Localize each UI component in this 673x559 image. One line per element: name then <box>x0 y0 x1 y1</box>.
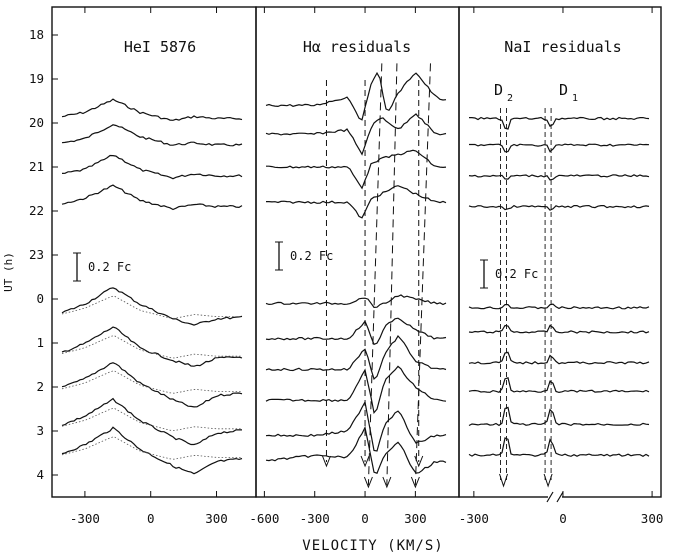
drift-guide-line <box>367 63 383 486</box>
ut-tick-label: 1 <box>36 335 44 350</box>
scale-bar-label: 0.2 Fc <box>495 267 538 281</box>
spectrum-trace <box>61 326 243 367</box>
x-axis-label: VELOCITY (KM/S) <box>302 538 443 554</box>
scale-bar-label: 0.2 Fc <box>290 249 333 263</box>
velocity-arrow <box>321 455 331 468</box>
spectrum-trace <box>266 185 447 219</box>
spectrum-trace <box>61 397 243 446</box>
spectrum-trace <box>468 303 650 310</box>
ut-tick-label: 21 <box>29 159 44 174</box>
x-tick-label: 300 <box>404 511 427 526</box>
ut-tick-label: 23 <box>29 247 44 262</box>
ut-tick-label: 20 <box>29 115 44 130</box>
x-tick-label: 0 <box>559 511 567 526</box>
spectrum-trace <box>468 437 650 457</box>
drift-arrow <box>382 476 392 489</box>
line-label-d1-letter: D <box>559 81 568 99</box>
reference-profile <box>61 370 242 394</box>
spectrum-trace <box>265 294 447 309</box>
axis-break-gap <box>548 493 562 501</box>
spectrum-trace <box>61 184 243 211</box>
panel-hei-5876: HeI 5876 -300 0 300 0.2 Fc <box>51 6 257 526</box>
panel-title: Hα residuals <box>303 38 411 56</box>
spectrum-trace <box>61 426 243 475</box>
axis-break-mark <box>556 491 564 503</box>
ut-tick-label: 0 <box>36 291 44 306</box>
ut-tick-label: 3 <box>36 423 44 438</box>
spectrum-trace <box>265 400 447 452</box>
x-tick-label: 0 <box>361 511 369 526</box>
ut-tick-label: 4 <box>36 467 44 482</box>
reference-profile <box>61 335 242 359</box>
reference-profile <box>61 407 242 432</box>
x-tick-label: -600 <box>249 511 279 526</box>
ut-tick-label: 22 <box>29 203 44 218</box>
reference-profile <box>61 436 242 460</box>
panel-halpha-residuals: Hα residuals -600 -300 0 300 0.2 Fc <box>249 6 460 526</box>
nai-arrow <box>543 473 553 488</box>
nai-arrow <box>499 473 509 488</box>
spectrum-trace <box>468 351 650 365</box>
panel-frame <box>51 6 257 498</box>
drift-guide-line <box>414 63 431 486</box>
spectrum-trace <box>468 406 650 427</box>
line-label-d2-sub: 2 <box>507 93 513 104</box>
spectrum-trace <box>469 116 650 130</box>
x-tick-label: -300 <box>300 511 330 526</box>
spectrum-trace <box>265 365 447 415</box>
ut-tick-label: 18 <box>29 27 44 42</box>
drift-arrow <box>410 476 420 489</box>
drift-guide-line <box>386 63 398 486</box>
spectrum-trace <box>265 113 447 156</box>
reference-profile <box>61 295 242 319</box>
ut-axis-label: UT (h) <box>2 252 15 292</box>
velocity-arrow <box>360 455 370 468</box>
spectrum-trace <box>468 377 650 394</box>
panel-title: HeI 5876 <box>124 38 196 56</box>
spectrum-trace <box>468 174 650 181</box>
panel-frame <box>255 6 460 498</box>
x-tick-label: 0 <box>147 511 155 526</box>
spectrum-trace <box>61 124 243 147</box>
ut-tick-label: 19 <box>29 71 44 86</box>
x-tick-label: 300 <box>641 511 664 526</box>
panel-title: NaI residuals <box>504 38 621 56</box>
spectrum-trace <box>61 98 243 121</box>
axis-break-mark <box>546 491 554 503</box>
ut-tick-label: 2 <box>36 379 44 394</box>
scale-bar-label: 0.2 Fc <box>88 260 131 274</box>
spectrum-trace <box>468 204 650 211</box>
spectrum-trace <box>61 287 243 326</box>
spectrum-trace <box>265 317 447 346</box>
spectrum-trace <box>61 362 243 408</box>
line-label-d1-sub: 1 <box>572 93 578 104</box>
spectrum-trace <box>469 143 650 153</box>
spectrum-trace <box>265 334 447 380</box>
x-tick-label: 300 <box>205 511 228 526</box>
spectrum-trace <box>266 149 447 190</box>
line-label-d2-letter: D <box>494 81 503 99</box>
spectrum-trace <box>61 154 243 180</box>
x-tick-label: -300 <box>70 511 100 526</box>
spectrum-trace <box>265 71 447 121</box>
spectrum-trace <box>468 324 650 334</box>
drift-arrow <box>363 476 373 489</box>
x-tick-label: -300 <box>459 511 489 526</box>
